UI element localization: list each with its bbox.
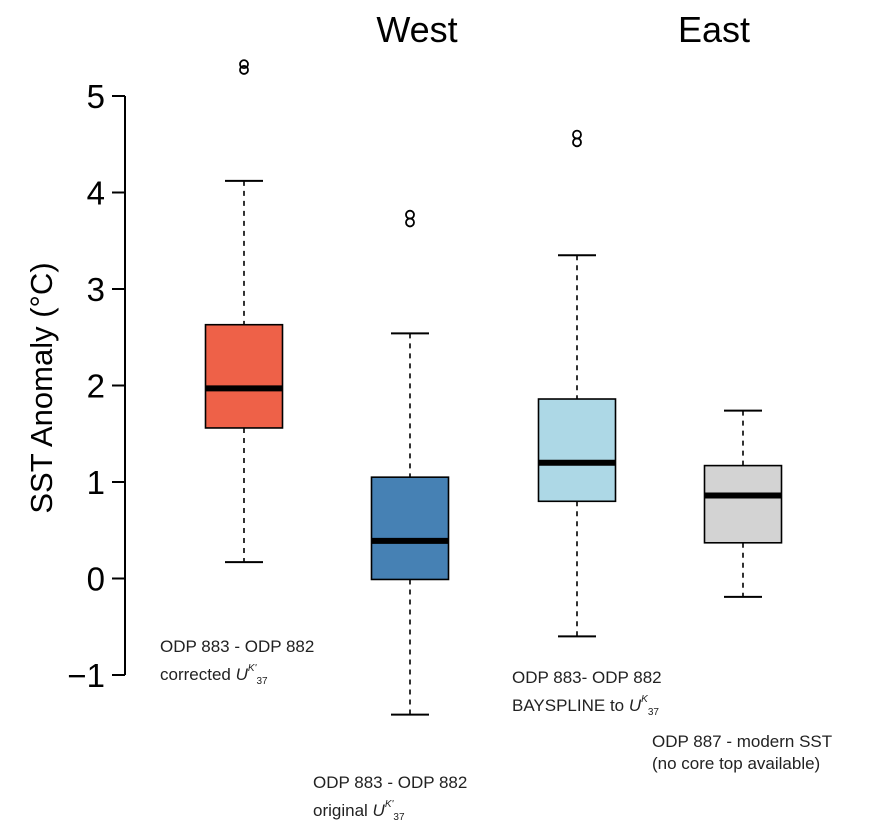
outlier-point: [405, 217, 415, 228]
series-label-original: ODP 883 - ODP 882 original UK'37: [313, 773, 468, 823]
boxes-layer: [204, 59, 783, 716]
series-label-bayspline: ODP 883- ODP 882 BAYSPLINE to UK37: [512, 668, 662, 718]
box-series-2: [370, 209, 450, 716]
outlier-point: [239, 59, 249, 70]
box-series-4: [703, 409, 783, 598]
box: [370, 476, 450, 581]
box: [537, 398, 617, 503]
group-label-west: West: [376, 9, 457, 50]
y-axis-label: SST Anomaly (°C): [24, 262, 59, 513]
y-tick-label: 0: [87, 561, 105, 598]
y-axis: −1 0 1 2 3 4 5: [67, 78, 126, 694]
y-tick-label: 4: [87, 175, 105, 212]
outlier-point: [239, 65, 249, 75]
y-tick-label: 2: [87, 368, 105, 405]
box: [703, 464, 783, 544]
y-tick-label: −1: [67, 657, 105, 694]
group-label-east: East: [678, 9, 750, 50]
y-tick-label: 3: [87, 271, 105, 308]
outlier-point: [572, 129, 582, 140]
outlier-point: [405, 209, 415, 220]
y-tick-label: 1: [87, 464, 105, 501]
outlier-point: [572, 137, 582, 148]
series-label-corrected: ODP 883 - ODP 882 corrected UK'37: [160, 637, 315, 687]
box: [204, 323, 284, 429]
box-series-3: [537, 129, 617, 638]
series-label-modern: ODP 887 - modern SST (no core top availa…: [652, 732, 833, 773]
box-series-1: [204, 59, 284, 564]
y-tick-label: 5: [87, 78, 105, 115]
